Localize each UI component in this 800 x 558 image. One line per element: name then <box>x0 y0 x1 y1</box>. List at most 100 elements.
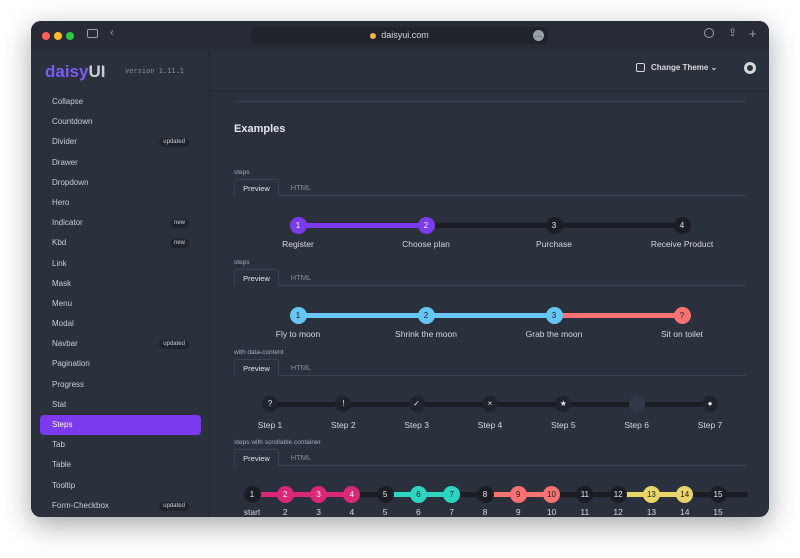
tab-preview[interactable]: Preview <box>234 269 279 286</box>
title-bar: ‹ daisyui.com … ⇪ + <box>31 21 769 50</box>
status-badge: updated <box>159 501 189 511</box>
status-badge: updated <box>159 340 189 350</box>
step-marker: 4 <box>343 486 361 503</box>
step-marker: 10 <box>543 486 561 503</box>
sidebar-item-stat[interactable]: Stat <box>40 395 201 415</box>
sidebar-item-kbd[interactable]: Kbd new <box>40 233 201 253</box>
step-label: Receive Product <box>650 239 714 249</box>
sidebar-item-steps[interactable]: Steps <box>40 415 201 436</box>
sidebar-item-divider[interactable]: Divider updated <box>40 132 201 152</box>
sidebar-item-collapse[interactable]: Collapse <box>40 92 201 112</box>
step-marker: 15 <box>709 486 727 503</box>
step-label: 2 <box>282 507 288 517</box>
address-bar[interactable]: daisyui.com … <box>251 27 548 44</box>
sidebar-item-countdown[interactable]: Countdown <box>40 112 201 132</box>
lock-icon <box>370 32 377 39</box>
step-label: 6 <box>416 507 421 517</box>
sidebar-item-navbar[interactable]: Navbar updated <box>40 334 201 354</box>
sidebar-item-label: Drawer <box>52 157 78 167</box>
step-connector <box>584 492 619 497</box>
sidebar-item-tooltip[interactable]: Tooltip <box>40 476 201 496</box>
example-label: steps with scrollable container <box>234 439 321 446</box>
main-content: Examples steps Preview HTML 1 Register 2 Choos… <box>211 91 769 517</box>
tab-preview[interactable]: Preview <box>234 179 279 196</box>
change-theme-label: Change Theme <box>651 63 709 72</box>
sidebar-item-label: Tooltip <box>52 480 76 490</box>
sidebar-item-link[interactable]: Link <box>40 254 201 274</box>
step-label: Sit on toilet <box>660 329 704 339</box>
step-label: Step 3 <box>404 420 429 430</box>
sidebar-item-label: Steps <box>52 420 73 429</box>
step-marker: 11 <box>576 486 594 503</box>
step-connector <box>551 492 585 497</box>
step-marker: 14 <box>676 486 694 503</box>
sidebar-item-drawer[interactable]: Drawer <box>40 153 201 173</box>
sidebar-item-progress[interactable]: Progress <box>40 375 201 395</box>
zoom-window-button[interactable] <box>66 32 74 40</box>
tab-html[interactable]: HTML <box>290 273 312 282</box>
step-connector <box>684 492 718 497</box>
steps-example-2: steps Preview HTML 1 Fly to moon 2 Shrink the … <box>234 259 746 347</box>
preview-tabs: Preview HTML <box>234 449 746 466</box>
sidebar-item-label: Mask <box>52 278 72 288</box>
step-connector <box>416 401 490 407</box>
minimize-window-button[interactable] <box>54 32 62 40</box>
sidebar-item-label: Kbd <box>52 238 67 248</box>
sidebar-item-indicator[interactable]: Indicator new <box>40 213 201 233</box>
step-connector <box>554 223 682 228</box>
browser-window: ‹ daisyui.com … ⇪ + daisyUI version 1.11… <box>31 21 769 517</box>
step-label: 9 <box>515 507 521 517</box>
status-badge: new <box>169 239 189 249</box>
sidebar-item-tab[interactable]: Tab <box>40 435 201 455</box>
step-connector <box>426 313 554 318</box>
palette-icon <box>636 63 645 73</box>
sidebar-item-table[interactable]: Table <box>40 455 201 475</box>
sidebar-item-label: Table <box>52 460 72 470</box>
step-connector <box>351 492 386 497</box>
step-connector <box>490 401 564 407</box>
step-marker: 8 <box>476 486 494 503</box>
step-label: start <box>243 507 261 517</box>
more-options-icon[interactable]: … <box>533 30 544 41</box>
step-marker: 2 <box>417 307 435 324</box>
sidebar-item-label: Pagination <box>52 359 90 369</box>
step-marker: 13 <box>642 486 660 503</box>
sidebar-item-mask[interactable]: Mask <box>40 274 201 294</box>
url-text: daisyui.com <box>381 30 429 40</box>
step-label: Step 5 <box>551 420 576 430</box>
tab-html[interactable]: HTML <box>290 183 312 192</box>
step-marker: 1 <box>289 307 307 324</box>
change-theme-button[interactable]: Change Theme ⌄ <box>636 63 717 73</box>
download-icon[interactable] <box>704 28 714 38</box>
logo[interactable]: daisyUI <box>45 62 105 82</box>
step-label: Fly to moon <box>275 329 321 339</box>
close-window-button[interactable] <box>42 32 50 40</box>
step-label: 14 <box>679 507 690 517</box>
example-label: steps <box>234 259 250 266</box>
sidebar-item-label: Menu <box>52 298 73 308</box>
sidebar-item-menu[interactable]: Menu <box>40 294 201 314</box>
share-icon[interactable]: ⇪ <box>728 27 738 39</box>
sidebar-item-dropdown[interactable]: Dropdown <box>40 173 201 193</box>
sidebar-item-hero[interactable]: Hero <box>40 193 201 213</box>
tab-html[interactable]: HTML <box>290 453 312 462</box>
sidebar-item-label: Collapse <box>52 97 84 106</box>
step-label: Step 7 <box>697 420 723 430</box>
step-connector <box>285 492 319 497</box>
sidebar-item-label: Modal <box>52 319 74 329</box>
new-tab-icon[interactable]: + <box>749 26 757 41</box>
step-connector <box>343 401 417 407</box>
sidebar-toggle-icon[interactable] <box>87 29 98 38</box>
tab-preview[interactable]: Preview <box>234 359 279 376</box>
sidebar-item-form-checkbox[interactable]: Form-Checkbox updated <box>40 496 201 516</box>
step-marker: ? <box>262 396 278 412</box>
tab-html[interactable]: HTML <box>290 363 312 372</box>
back-icon[interactable]: ‹ <box>110 27 114 39</box>
step-label: Purchase <box>536 239 572 249</box>
sidebar-item-pagination[interactable]: Pagination <box>40 354 201 374</box>
github-icon[interactable] <box>744 62 756 74</box>
sidebar-item-label: Indicator <box>52 218 83 228</box>
step-connector <box>518 492 552 497</box>
sidebar-item-modal[interactable]: Modal <box>40 314 201 334</box>
tab-preview[interactable]: Preview <box>234 449 279 466</box>
